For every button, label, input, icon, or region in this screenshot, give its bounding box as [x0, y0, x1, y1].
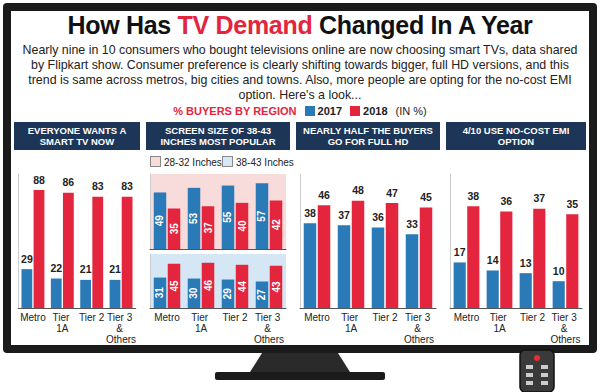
svg-text:57: 57 — [256, 210, 267, 222]
html-text:38-43 Inches: 38-43 Inches — [236, 157, 294, 168]
svg-text:21: 21 — [109, 263, 121, 275]
svg-text:10: 10 — [553, 265, 565, 277]
svg-text:Tier: Tier — [490, 312, 510, 323]
svg-text:1A: 1A — [195, 323, 208, 334]
svg-text:86: 86 — [63, 176, 75, 188]
svg-text:&: & — [561, 323, 570, 334]
svg-text:Tier: Tier — [341, 312, 361, 323]
svg-text:Tier 2: Tier 2 — [222, 312, 248, 323]
svg-text:Tier 3: Tier 3 — [405, 312, 433, 323]
svg-text:&: & — [116, 323, 125, 334]
svg-text:42: 42 — [271, 219, 282, 231]
svg-text:49: 49 — [154, 215, 165, 227]
svg-text:Metro: Metro — [304, 312, 330, 323]
svg-text:29: 29 — [222, 288, 233, 300]
svg-text:14: 14 — [487, 254, 499, 266]
svg-text:48: 48 — [352, 184, 364, 196]
svg-text:37: 37 — [203, 222, 214, 234]
svg-text:43: 43 — [271, 281, 282, 293]
svg-text:Metro: Metro — [154, 312, 180, 323]
svg-text:31: 31 — [154, 287, 165, 299]
svg-text:Tier: Tier — [52, 312, 72, 323]
svg-text:36: 36 — [372, 211, 384, 223]
svg-text:Tier 2: Tier 2 — [79, 312, 105, 323]
svg-text:83: 83 — [92, 180, 104, 192]
svg-text:45: 45 — [169, 280, 180, 292]
svg-text:Others: Others — [404, 334, 434, 345]
svg-text:83: 83 — [121, 180, 133, 192]
html-text:4/10 USE NO-COST EMI OPTION: 4/10 USE NO-COST EMI OPTION — [462, 125, 570, 147]
svg-text:1A: 1A — [345, 323, 358, 334]
svg-text:45: 45 — [420, 191, 432, 203]
svg-text:37: 37 — [338, 209, 350, 221]
svg-text:40: 40 — [237, 220, 248, 232]
html-text:EVERYONE WANTS A SMART TV NOW: EVERYONE WANTS A SMART TV NOW — [27, 125, 127, 147]
svg-text:13: 13 — [520, 257, 532, 269]
svg-text:1A: 1A — [56, 323, 69, 334]
svg-text:&: & — [264, 323, 273, 334]
svg-text:Tier 3: Tier 3 — [552, 312, 580, 323]
html-text:SCREEN SIZE OF 38-43 INCHES MO: SCREEN SIZE OF 38-43 INCHES MOST POPULAR — [160, 125, 276, 147]
svg-text:46: 46 — [203, 279, 214, 291]
svg-text:47: 47 — [386, 187, 398, 199]
svg-text:38: 38 — [304, 207, 316, 219]
svg-text:17: 17 — [454, 246, 466, 258]
svg-text:Metro: Metro — [20, 312, 46, 323]
svg-text:22: 22 — [50, 262, 62, 274]
html-text:Nearly nine in 10 consumers wh: Nearly nine in 10 consumers who bought t… — [22, 43, 578, 102]
html-text:(IN %): (IN %) — [395, 105, 427, 117]
svg-text:1A: 1A — [493, 323, 506, 334]
svg-text:53: 53 — [188, 212, 199, 224]
svg-text:21: 21 — [80, 263, 92, 275]
html-text:2017: 2017 — [317, 105, 342, 117]
svg-text:35: 35 — [566, 198, 578, 210]
html-text:NEARLY HALF THE BUYERS GO FOR: NEARLY HALF THE BUYERS GO FOR FULL HD — [303, 125, 433, 147]
html-text:% BUYERS BY REGION: % BUYERS BY REGION — [173, 105, 297, 117]
svg-text:Tier 2: Tier 2 — [520, 312, 546, 323]
svg-text:36: 36 — [500, 195, 512, 207]
html-text:How Has TV Demand Changed In A: How Has TV Demand Changed In A Year — [67, 11, 533, 39]
svg-text:Tier 2: Tier 2 — [372, 312, 398, 323]
svg-text:Metro: Metro — [454, 312, 480, 323]
svg-text:88: 88 — [33, 174, 45, 186]
svg-text:35: 35 — [169, 223, 180, 235]
svg-text:44: 44 — [237, 280, 248, 292]
html-text:28-32 Inches: 28-32 Inches — [164, 157, 222, 168]
svg-text:Tier: Tier — [191, 312, 211, 323]
svg-text:38: 38 — [467, 190, 479, 202]
svg-text:33: 33 — [406, 218, 418, 230]
svg-text:Others: Others — [550, 334, 580, 345]
svg-text:27: 27 — [256, 289, 267, 301]
svg-text:Others: Others — [254, 334, 284, 345]
svg-text:Tier 3: Tier 3 — [107, 312, 135, 323]
svg-text:30: 30 — [188, 287, 199, 299]
svg-text:29: 29 — [21, 253, 33, 265]
svg-text:Others: Others — [106, 334, 136, 345]
svg-text:55: 55 — [222, 211, 233, 223]
svg-text:&: & — [414, 323, 423, 334]
svg-text:Tier 3: Tier 3 — [255, 312, 283, 323]
svg-text:46: 46 — [318, 189, 330, 201]
svg-text:37: 37 — [533, 192, 545, 204]
html-text:2018: 2018 — [363, 105, 388, 117]
